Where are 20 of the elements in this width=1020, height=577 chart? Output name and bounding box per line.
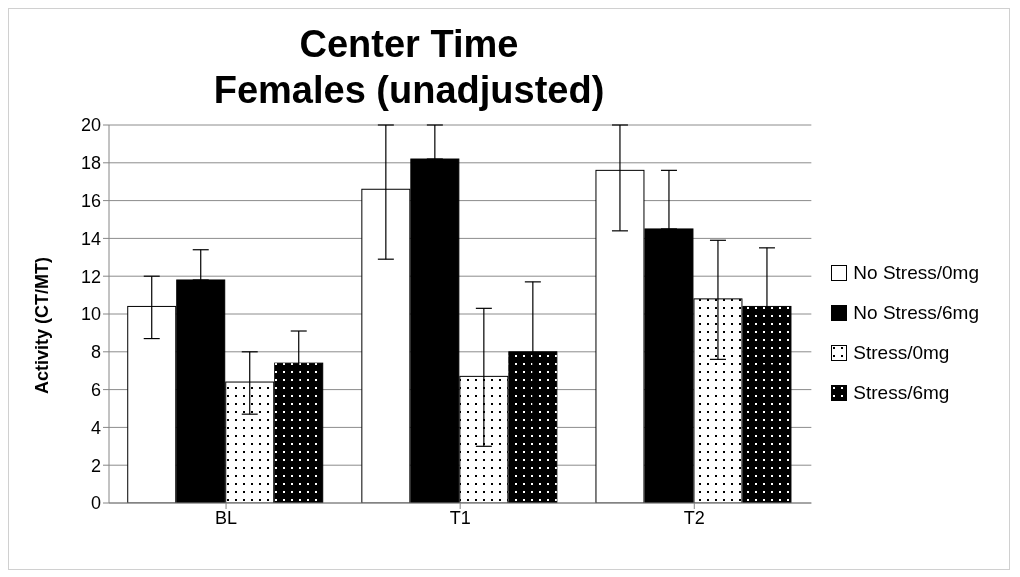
- legend-label: No Stress/6mg: [853, 302, 979, 324]
- y-tick-label: 0: [90, 493, 101, 514]
- y-tick-label: 8: [90, 342, 101, 363]
- y-tick-label: 4: [90, 417, 101, 438]
- chart-title: Center Time Females (unadjusted): [212, 22, 606, 113]
- y-tick-label: 6: [90, 379, 101, 400]
- legend-label: No Stress/0mg: [853, 262, 979, 284]
- x-tick-label: BL: [215, 507, 238, 528]
- x-tick-label: T1: [449, 507, 471, 528]
- y-tick-label: 2: [90, 455, 101, 476]
- x-tick-label: T2: [683, 507, 705, 528]
- y-tick-label: 20: [80, 115, 101, 136]
- y-tick-label: 12: [80, 266, 101, 287]
- legend-label: Stress/6mg: [853, 382, 950, 404]
- y-tick-label: 18: [80, 153, 101, 174]
- y-axis-title: Activity (CT/MT): [32, 257, 53, 394]
- legend-label: Stress/0mg: [853, 342, 950, 364]
- y-tick-label: 16: [80, 190, 101, 211]
- y-tick-label: 14: [80, 228, 101, 249]
- y-tick-label: 10: [80, 304, 101, 325]
